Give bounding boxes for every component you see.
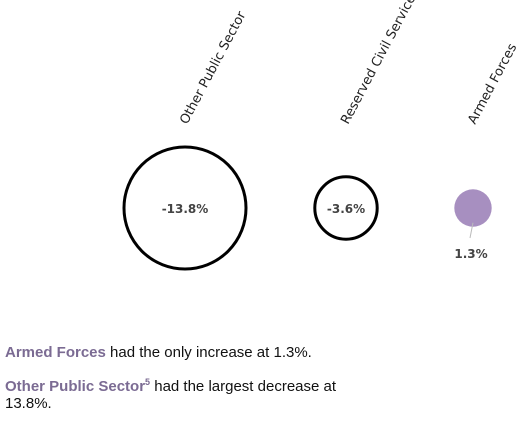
bubble-other-public-sector — [122, 145, 248, 271]
notes-panel: Armed Forces had the only increase at 1.… — [5, 344, 525, 429]
note-text-other-public-sector: had the largest decrease at 13.8%. — [5, 378, 337, 412]
leader-line-armed-forces — [469, 222, 474, 239]
note-highlight-armed-forces: Armed Forces — [5, 344, 106, 361]
bubble-reserved-civil-service — [313, 175, 379, 241]
category-label-armed-forces: Armed Forces — [465, 41, 520, 127]
note-text-armed-forces: had the only increase at 1.3%. — [105, 344, 312, 361]
note-armed-forces: Armed Forces had the only increase at 1.… — [5, 344, 525, 361]
category-label-reserved-civil-service: Reserved Civil Service — [338, 0, 419, 127]
note-highlight-other-public-sector: Other Public Sector — [5, 378, 146, 395]
value-label-armed-forces: 1.3% — [454, 247, 487, 261]
category-label-other-public-sector: Other Public Sector — [177, 8, 249, 126]
bubble-chart: -13.8% Other Public Sector -3.6% Reserved C… — [122, 0, 520, 271]
bubble-group: -13.8% Other Public Sector -3.6% Reserved C… — [122, 0, 520, 271]
footnote-marker: 5 — [145, 377, 151, 387]
note-other-public-sector: Other Public Sector5 had the largest dec… — [5, 377, 375, 413]
bubble-armed-forces — [454, 189, 492, 227]
value-label-other-public-sector: -13.8% — [162, 202, 209, 216]
value-label-reserved-civil-service: -3.6% — [327, 202, 365, 216]
